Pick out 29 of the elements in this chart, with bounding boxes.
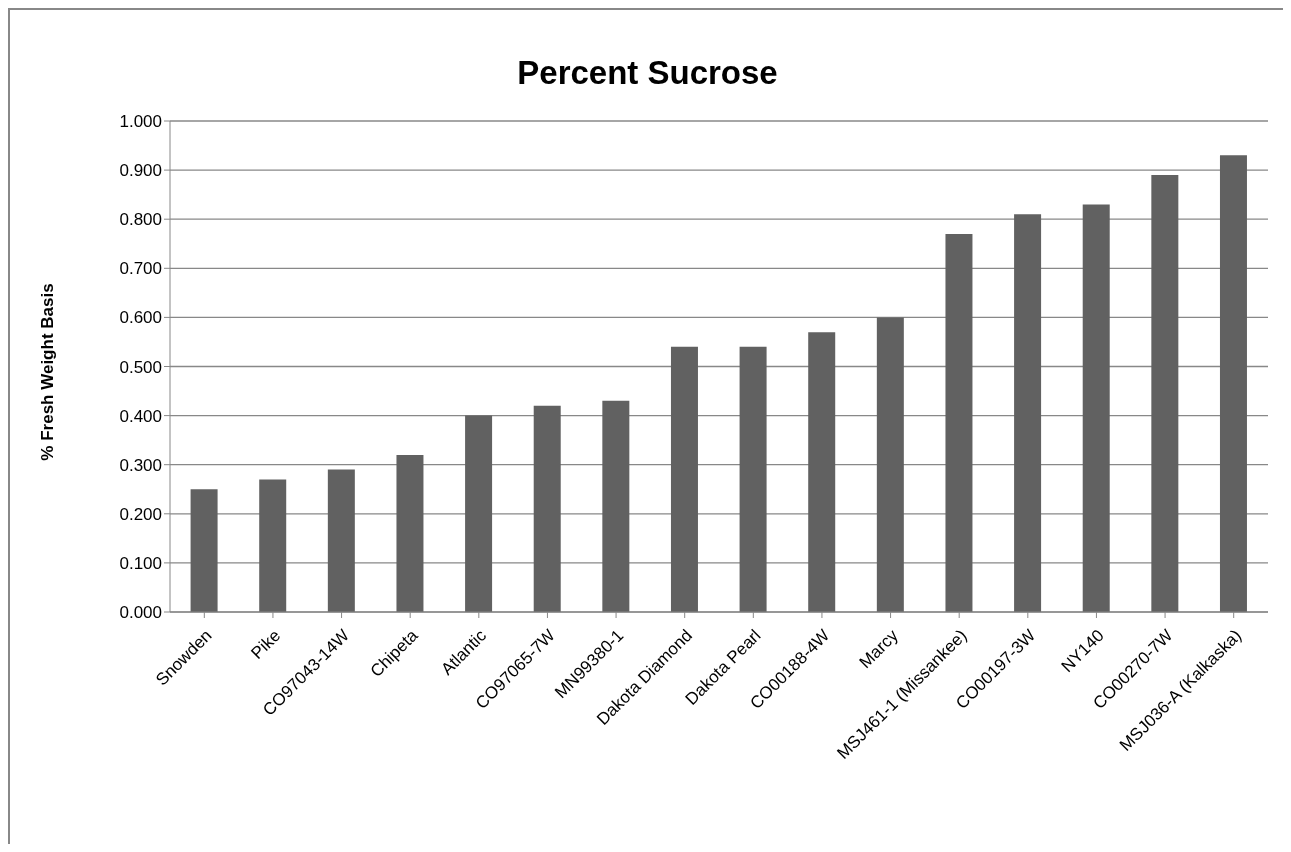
- chart-title: Percent Sucrose: [516, 54, 779, 92]
- bar: [533, 405, 561, 612]
- bar: [259, 479, 287, 612]
- bar: [876, 317, 904, 612]
- bar: [396, 454, 424, 612]
- bar: [327, 469, 355, 612]
- bar: [808, 332, 836, 612]
- bar: [670, 346, 698, 612]
- y-tick-label: 0.100: [119, 553, 162, 573]
- y-tick-label: 0.000: [119, 603, 162, 623]
- bar: [945, 233, 973, 612]
- y-tick-label: 0.600: [119, 308, 162, 328]
- y-tick-label: 0.200: [119, 504, 162, 524]
- bar: [465, 415, 493, 612]
- y-tick-label: 0.900: [119, 161, 162, 181]
- y-tick-label: 0.300: [119, 455, 162, 475]
- bar: [190, 489, 218, 612]
- bar: [1082, 204, 1110, 612]
- bar: [602, 400, 630, 612]
- y-axis-title: % Fresh Weight Basis: [38, 283, 58, 461]
- bar: [739, 346, 767, 612]
- y-tick-label: 0.500: [119, 357, 162, 377]
- bar: [1151, 175, 1179, 612]
- y-tick-label: 1.000: [119, 112, 162, 132]
- y-tick-label: 0.400: [119, 406, 162, 426]
- y-tick-label: 0.800: [119, 210, 162, 230]
- y-tick-label: 0.700: [119, 259, 162, 279]
- bar: [1014, 214, 1042, 612]
- bar: [1219, 155, 1247, 612]
